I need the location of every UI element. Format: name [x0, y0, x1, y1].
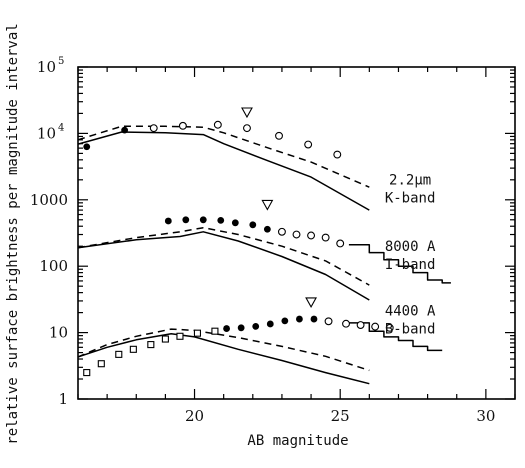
data-point-triangle-marker: [241, 107, 253, 119]
b-band-solid-line: [77, 333, 370, 385]
data-point-open-circle: [149, 124, 158, 133]
series-i-band-solid: [77, 231, 370, 301]
y-tick-label: 1000: [30, 191, 68, 209]
i-band-step-line: [348, 244, 451, 284]
x-axis-title: AB magnitude: [247, 433, 348, 449]
data-point-filled-circle: [310, 315, 318, 323]
y-tick-exponent: 4: [58, 122, 64, 133]
i-band-solid-line: [77, 231, 370, 301]
data-point-filled-circle: [199, 216, 207, 224]
series-b-band-filled-circle: [223, 315, 318, 332]
data-point-open-circle: [333, 150, 342, 159]
data-point-open-circle: [336, 239, 345, 248]
series-b-band-step: [348, 322, 443, 352]
data-point-open-square: [147, 341, 155, 349]
data-point-open-circle: [304, 140, 313, 149]
annotations: 2.2μm K-band 8000 A I-band 4400 A B-band: [385, 172, 436, 337]
data-point-open-circle: [277, 227, 286, 236]
x-tick-label: 30: [476, 407, 495, 425]
data-point-open-circle: [321, 233, 330, 242]
series-i-band-open-circle: [277, 227, 345, 248]
band-label-line: 8000 A: [385, 239, 436, 255]
data-point-filled-circle: [296, 315, 303, 323]
data-point-filled-circle: [223, 325, 230, 332]
series-b-band-open-circle: [324, 317, 394, 332]
series-b-band-open-square: [83, 327, 219, 377]
data-point-open-circle: [275, 131, 283, 140]
data-point-open-circle: [243, 124, 251, 133]
x-tick-label: 20: [185, 407, 204, 425]
data-point-open-circle: [178, 121, 187, 130]
data-point-open-circle: [324, 317, 333, 326]
series-k-band-open-circle: [149, 120, 342, 159]
k-band-dashed-line: [77, 125, 370, 188]
series-k-band-solid: [77, 131, 370, 211]
y-tick-exponent: 5: [58, 56, 64, 67]
data-point-filled-circle: [164, 217, 172, 225]
band-label-line: B-band: [385, 322, 436, 338]
series-b-band-triangle: [305, 297, 318, 309]
band-label-line: 4400 A: [385, 304, 436, 320]
data-point-open-circle: [356, 321, 365, 329]
b-band-dashed-line: [77, 328, 370, 372]
y-tick-label: 10: [49, 324, 68, 342]
axis-ticks: [77, 66, 516, 400]
series-i-band-dashed: [77, 226, 370, 286]
data-point-open-circle: [385, 323, 394, 332]
data-point-open-circle: [292, 230, 301, 239]
data-point-open-square: [211, 327, 219, 335]
y-tick-label: 10: [37, 124, 56, 142]
data-point-triangle-marker: [305, 297, 318, 309]
data-point-open-square: [97, 360, 105, 368]
data-point-open-square: [193, 329, 201, 337]
series-i-band-triangle: [261, 199, 274, 211]
data-point-open-square: [83, 369, 91, 377]
y-tick-label: 100: [39, 257, 68, 275]
band-label-line: I-band: [385, 257, 436, 273]
data-point-filled-circle: [237, 324, 245, 332]
series-b-band-dashed: [77, 328, 370, 372]
series-k-band-triangle: [241, 107, 253, 119]
data-point-filled-circle: [121, 126, 129, 134]
data-point-open-circle: [307, 231, 316, 240]
series-i-band-step: [348, 244, 451, 284]
y-tick-label: 1: [58, 390, 68, 408]
plot-frame: [77, 66, 516, 400]
y-axis-title: relative surface brightness per magnitud…: [5, 23, 21, 444]
x-tick-label: 25: [331, 407, 350, 425]
b-band-step-line: [348, 322, 443, 352]
y-tick-label: 10: [37, 58, 56, 76]
plot-border: [77, 66, 516, 400]
i-band-dashed-line: [77, 226, 370, 286]
data-point-open-circle: [213, 120, 222, 129]
k-band-solid-line: [77, 131, 370, 211]
data-point-filled-circle: [281, 317, 289, 325]
data-point-filled-circle: [252, 322, 260, 330]
series-k-band-filled-circle: [83, 126, 129, 151]
series-b-band-solid: [77, 333, 370, 385]
series-i-band-filled-circle: [164, 216, 271, 233]
data-point-open-square: [176, 332, 184, 340]
data-point-filled-circle: [266, 320, 274, 328]
data-point-filled-circle: [182, 216, 190, 224]
data-point-filled-circle: [249, 221, 257, 229]
data-point-open-circle: [371, 322, 380, 331]
data-point-open-square: [161, 335, 169, 343]
data-point-open-square: [129, 345, 137, 353]
data-point-filled-circle: [83, 143, 91, 151]
data-point-open-circle: [342, 319, 350, 328]
data-point-triangle-marker: [261, 199, 274, 211]
band-label-line: 2.2μm: [389, 172, 431, 188]
data-point-filled-circle: [217, 216, 225, 224]
band-label-line: K-band: [385, 190, 436, 206]
data-point-filled-circle: [263, 225, 271, 233]
data-point-open-square: [115, 350, 123, 358]
data-point-filled-circle: [231, 219, 239, 227]
series-k-band-dashed: [77, 125, 370, 188]
plot-marks: [77, 107, 451, 385]
